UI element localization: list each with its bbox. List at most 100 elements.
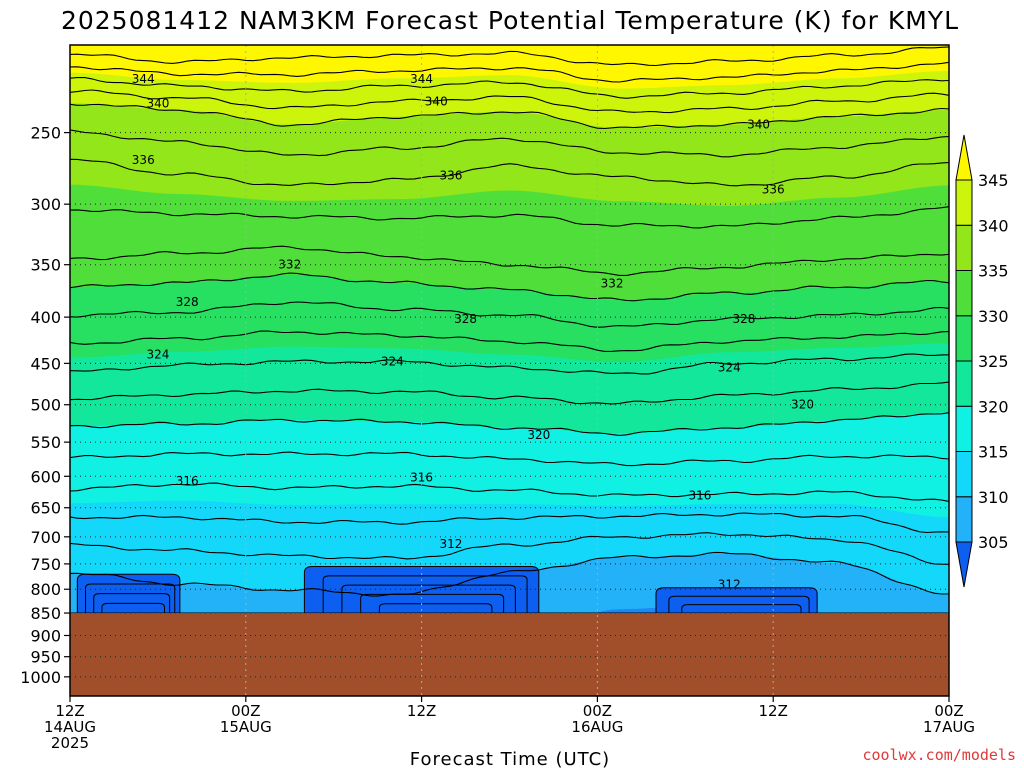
y-tick-label-800: 800 <box>30 580 61 599</box>
contour-label-340: 340 <box>747 118 770 132</box>
x-tick-label-0-1: 14AUG <box>44 718 96 736</box>
contour-label-324: 324 <box>146 348 169 362</box>
colorbar: 305 310 315 320 325 330 335 340 345 <box>955 134 1009 588</box>
colorbar-bottom-arrow <box>955 541 973 588</box>
y-tick-label-400: 400 <box>30 308 61 327</box>
y-tick-label-850: 850 <box>30 604 61 623</box>
x-tick-label-12-0: 00Z <box>231 702 260 720</box>
colorbar-label-320: 320 <box>978 397 1009 416</box>
isentrope-326 <box>70 330 949 352</box>
low-cell-2-contour-2 <box>681 604 802 614</box>
isentrope-322 <box>70 381 949 405</box>
contour-label-340: 340 <box>425 95 448 109</box>
contour-label-324: 324 <box>718 361 741 375</box>
colorbar-top-arrow <box>955 134 973 181</box>
colorbar-label-310: 310 <box>978 488 1009 507</box>
contour-label-316: 316 <box>176 474 199 488</box>
contour-label-336: 336 <box>439 169 462 183</box>
contour-label-328: 328 <box>176 295 199 309</box>
y-tick-label-750: 750 <box>30 555 61 574</box>
low-cell-1-contour-3 <box>360 593 505 614</box>
colorbar-label-340: 340 <box>978 216 1009 235</box>
isentrope-342 <box>70 89 949 114</box>
y-tick-label-250: 250 <box>30 124 61 143</box>
band-345 <box>70 45 949 89</box>
x-tick-label-60-1: 17AUG <box>923 718 975 736</box>
x-tick-label-24-0: 12Z <box>407 702 436 720</box>
colorbar-box-340 <box>955 179 973 226</box>
contour-label-332: 332 <box>601 276 624 290</box>
contour-label-328: 328 <box>454 312 477 326</box>
y-tick-label-950: 950 <box>30 648 61 667</box>
low-cell-1-contour-2 <box>341 584 516 614</box>
contour-label-312: 312 <box>718 577 741 591</box>
colorbar-label-330: 330 <box>978 307 1009 326</box>
colorbar-box-310 <box>955 451 973 498</box>
x-tick-label-60-0: 00Z <box>934 702 963 720</box>
y-tick-label-600: 600 <box>30 467 61 486</box>
isentrope-contours <box>70 46 949 614</box>
contour-label-332: 332 <box>278 258 301 272</box>
low-theta-cells <box>76 566 818 614</box>
x-tick-label-0-2: 2025 <box>51 734 89 752</box>
isentrope-320 <box>70 412 949 436</box>
x-tick-label-36-0: 00Z <box>583 702 612 720</box>
isentrope-336 <box>70 158 949 187</box>
x-axis-label: Forecast Time (UTC) <box>410 749 610 768</box>
isentrope-310 <box>70 551 949 597</box>
colorbar-label-315: 315 <box>978 443 1009 462</box>
isentrope-312 <box>70 532 949 565</box>
x-tick-label-36-1: 16AUG <box>571 718 623 736</box>
isentrope-338 <box>70 129 949 158</box>
isentrope-348 <box>70 46 949 67</box>
isentrope-318 <box>70 451 949 467</box>
colorbar-box-320 <box>955 360 973 407</box>
low-cell-1-contour-4 <box>378 603 493 614</box>
contour-label-320: 320 <box>791 398 814 412</box>
low-cell-0-contour-1 <box>85 583 176 614</box>
colorbar-label-345: 345 <box>978 171 1009 190</box>
low-cell-1 <box>303 566 540 614</box>
colorbar-box-335 <box>955 224 973 271</box>
isentrope-334 <box>70 206 949 229</box>
isentrope-332 <box>70 245 949 276</box>
contour-label-344: 344 <box>410 72 433 86</box>
contour-label-340: 340 <box>146 96 169 110</box>
contour-label-316: 316 <box>688 488 711 502</box>
y-tick-label-550: 550 <box>30 433 61 452</box>
y-axis-ticks: 250 300 350 400 450 500 550 600 650 700 750 800 850 9… <box>20 124 70 687</box>
low-cell-2-contour-1 <box>668 595 810 614</box>
contour-label-312: 312 <box>439 537 462 551</box>
contour-label-328: 328 <box>732 312 755 326</box>
theta-bands <box>70 45 949 696</box>
y-tick-label-900: 900 <box>30 626 61 645</box>
colorbar-label-335: 335 <box>978 262 1009 281</box>
colorbar-box-315 <box>955 405 973 452</box>
y-tick-label-700: 700 <box>30 528 61 547</box>
isentrope-330 <box>70 272 949 302</box>
isentrope-316 <box>70 482 949 502</box>
y-tick-label-450: 450 <box>30 354 61 373</box>
x-tick-label-12-1: 15AUG <box>220 718 272 736</box>
y-tick-label-500: 500 <box>30 396 61 415</box>
y-tick-label-350: 350 <box>30 256 61 275</box>
isentrope-340 <box>70 103 949 130</box>
low-cell-0-contour-3 <box>101 602 165 614</box>
y-tick-label-300: 300 <box>30 195 61 214</box>
isentrope-324 <box>70 353 949 375</box>
contour-label-344: 344 <box>132 72 155 86</box>
contour-label-320: 320 <box>527 428 550 442</box>
x-tick-label-48-0: 12Z <box>759 702 788 720</box>
colorbar-box-305 <box>955 496 973 543</box>
low-cell-2 <box>655 587 818 614</box>
isentrope-344 <box>70 77 949 99</box>
y-tick-label-650: 650 <box>30 499 61 518</box>
isentrope-314 <box>70 512 949 534</box>
contour-label-336: 336 <box>762 183 785 197</box>
plot-frame <box>69 44 950 697</box>
colorbar-label-305: 305 <box>978 533 1009 552</box>
low-cell-1-contour-1 <box>322 575 528 614</box>
isentrope-328 <box>70 301 949 328</box>
colorbar-box-325 <box>955 315 973 362</box>
